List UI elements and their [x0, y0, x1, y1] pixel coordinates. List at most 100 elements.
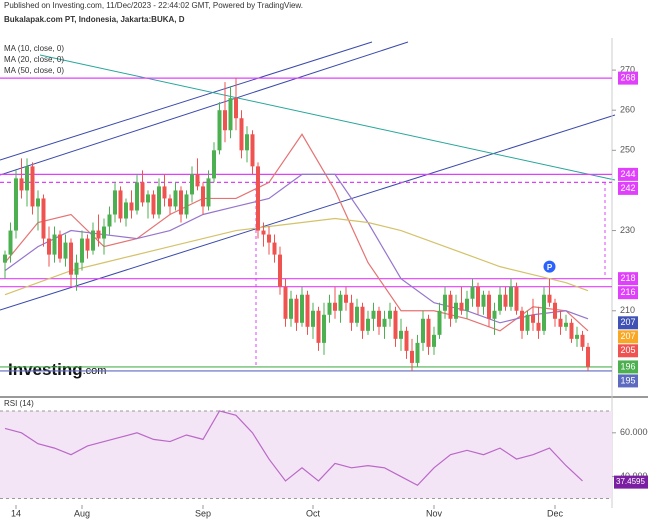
candle-body [487, 294, 491, 319]
candle-body [228, 98, 233, 131]
candle-body [69, 242, 73, 275]
candle-body [558, 318, 563, 327]
candle-body [47, 238, 51, 255]
candle-body [124, 202, 128, 219]
candle-body [470, 286, 475, 299]
moving-average [4, 217, 589, 296]
candle-body [52, 234, 57, 255]
candle-body [8, 230, 13, 255]
candle-body [173, 190, 178, 207]
price-label: 216 [620, 287, 635, 297]
candle-body [426, 318, 431, 347]
candle-body [184, 194, 189, 215]
trend-line [0, 114, 616, 311]
price-label: 244 [620, 169, 635, 179]
marker [543, 260, 556, 273]
candle-body [371, 310, 376, 319]
legend-entry: MA (20, close, 0) [4, 55, 64, 64]
candle-body [3, 254, 7, 263]
candle-body [344, 294, 348, 303]
candle-body [322, 314, 326, 343]
candle-body [195, 174, 200, 187]
candle-body [206, 178, 211, 207]
candle-body [338, 294, 343, 311]
price-label: 195 [620, 375, 635, 385]
candle-body [564, 322, 568, 327]
price-label-box [618, 316, 638, 330]
candle-body [168, 198, 172, 207]
candle-body [536, 322, 541, 331]
candle-body [157, 186, 161, 215]
candle-body [316, 310, 321, 343]
price-label-box [618, 286, 638, 300]
trend-line [39, 54, 616, 181]
candle-body [311, 310, 315, 327]
candle-body [503, 294, 508, 307]
candle-body [327, 302, 332, 315]
chart-title: Bukalapak.com PT, Indonesia, Jakarta:BUK… [4, 15, 185, 24]
candle-body [305, 294, 310, 327]
logo-text: Investing [8, 360, 83, 379]
candle-body [19, 178, 24, 191]
x-tick-label: Aug [74, 508, 90, 518]
candle-body [421, 318, 425, 343]
candle-body [162, 186, 167, 199]
candle-body [465, 298, 469, 311]
price-label-box [618, 330, 638, 344]
channel-line [0, 41, 409, 176]
price-label: 205 [620, 345, 635, 355]
candle-body [118, 190, 123, 219]
price-label-box [618, 344, 638, 358]
x-tick-label: Oct [306, 508, 321, 518]
candle-body [432, 334, 436, 347]
candle-body [63, 242, 68, 259]
rsi-last-box [614, 475, 648, 489]
rsi-legend: RSI (14) [4, 399, 34, 408]
y-tick-label: 260 [620, 105, 635, 115]
candle-body [300, 294, 304, 323]
candle-body [151, 194, 156, 215]
candle-body [575, 334, 579, 339]
candle-body [256, 166, 260, 231]
candle-body [525, 314, 530, 331]
price-label: 268 [620, 72, 635, 82]
candle-body [261, 230, 266, 235]
candle-body [278, 254, 282, 287]
candle-body [481, 294, 486, 307]
candle-body [366, 318, 370, 331]
candle-body [107, 214, 112, 227]
price-label: 218 [620, 273, 635, 283]
candle-body [30, 166, 35, 207]
candle-body [355, 306, 359, 323]
price-label-box [618, 272, 638, 286]
candle-body [85, 238, 90, 251]
candle-body [377, 310, 381, 327]
candle-body [58, 234, 62, 259]
y-tick-label: 270 [620, 64, 635, 74]
candle-body [476, 286, 480, 307]
candle-body [547, 294, 552, 303]
candle-body [41, 198, 46, 239]
price-label: 207 [620, 331, 635, 341]
candle-body [360, 306, 365, 331]
candle-body [448, 294, 453, 319]
price-label: 196 [620, 361, 635, 371]
candle-body [212, 150, 216, 179]
rsi-band [0, 410, 612, 499]
rsi-line [4, 410, 583, 487]
candle-body [393, 310, 398, 339]
price-label-box [618, 167, 638, 181]
candle-body [399, 330, 403, 339]
candle-body [272, 242, 277, 255]
candle-body [531, 314, 535, 323]
candle-body [520, 310, 524, 331]
candle-body [129, 202, 134, 211]
candle-body [267, 234, 271, 243]
candle-body [96, 230, 101, 239]
candle-body [415, 342, 420, 363]
candle-body [580, 334, 585, 347]
x-tick-label: Nov [426, 508, 443, 518]
candle-body [140, 182, 145, 203]
candle-body [239, 118, 244, 151]
candle-body [283, 286, 288, 319]
